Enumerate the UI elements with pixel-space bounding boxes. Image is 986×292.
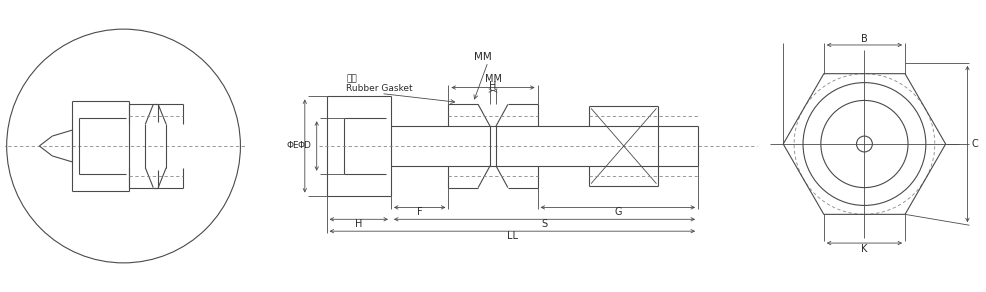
Text: H: H — [355, 219, 362, 229]
Text: ΦD: ΦD — [298, 142, 312, 150]
Text: LL: LL — [506, 231, 518, 241]
Text: H: H — [489, 81, 496, 91]
Text: B: B — [860, 34, 867, 44]
Text: 橡垃: 橡垃 — [346, 74, 357, 83]
Text: MM: MM — [473, 52, 491, 62]
Text: Rubber Gasket: Rubber Gasket — [346, 84, 412, 93]
Text: S: S — [541, 219, 547, 229]
Text: C: C — [970, 139, 977, 149]
Text: ΦE: ΦE — [286, 142, 299, 150]
Text: G: G — [613, 207, 621, 217]
Text: F: F — [416, 207, 422, 217]
Text: K: K — [861, 244, 867, 254]
Text: MM: MM — [484, 74, 501, 84]
